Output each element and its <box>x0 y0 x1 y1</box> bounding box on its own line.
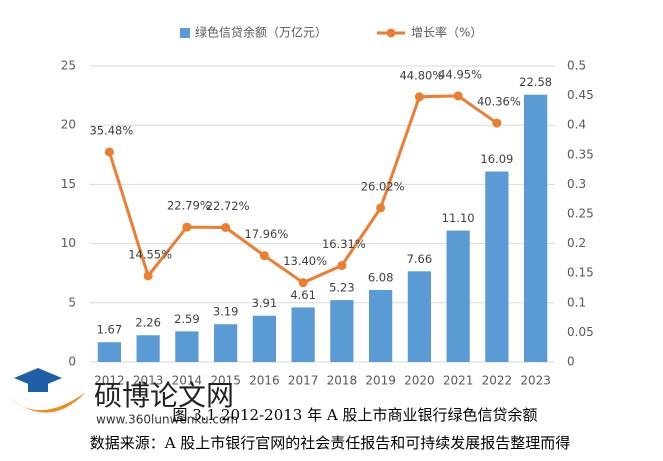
line-value-label: 13.40% <box>283 254 327 268</box>
y2-tick-label: 0 <box>567 355 575 369</box>
line-value-label: 22.72% <box>206 199 250 213</box>
line-value-label: 26.02% <box>361 179 405 193</box>
line-value-label: 22.79% <box>167 199 211 213</box>
line-marker <box>298 278 308 288</box>
bar-value-label: 11.10 <box>442 211 475 225</box>
y-tick-label: 20 <box>61 118 76 132</box>
bar-value-label: 2.26 <box>135 316 161 330</box>
x-tick-label: 2021 <box>443 374 474 388</box>
x-tick-label: 2014 <box>172 374 203 388</box>
line-marker <box>104 147 114 157</box>
bar <box>175 331 199 362</box>
y-tick-label: 10 <box>61 236 76 250</box>
x-tick-label: 2023 <box>520 374 551 388</box>
bar-value-label: 7.66 <box>407 252 433 266</box>
bar-value-label: 16.09 <box>480 152 513 166</box>
bar-value-label: 5.23 <box>329 281 355 295</box>
bar <box>252 315 276 362</box>
x-tick-label: 2017 <box>288 374 319 388</box>
line-value-label: 17.96% <box>244 227 288 241</box>
bar-value-label: 3.19 <box>213 305 239 319</box>
y-tick-label: 5 <box>68 295 76 309</box>
line-value-label: 16.31% <box>322 237 366 251</box>
y2-tick-label: 0.3 <box>567 177 586 191</box>
line-marker <box>259 251 269 261</box>
y-tick-label: 15 <box>61 177 76 191</box>
line-marker <box>143 271 153 281</box>
line-marker <box>337 260 347 270</box>
line-value-label: 44.95% <box>438 67 482 81</box>
y2-tick-label: 0.4 <box>567 118 586 132</box>
bar-value-label: 1.67 <box>97 323 123 337</box>
y2-tick-label: 0.5 <box>567 59 586 73</box>
x-tick-label: 2019 <box>365 374 396 388</box>
y2-tick-label: 0.05 <box>567 325 594 339</box>
x-tick-label: 2016 <box>249 374 280 388</box>
legend-swatch <box>180 28 190 38</box>
line-marker <box>376 203 386 213</box>
legend-swatch-marker <box>386 28 396 38</box>
watermark-name: 硕博论文网 <box>94 379 234 412</box>
line-marker <box>414 92 424 102</box>
line-marker <box>221 222 231 232</box>
line-value-label: 35.48% <box>89 123 133 137</box>
y2-tick-label: 0.35 <box>567 147 594 161</box>
bar-value-label: 6.08 <box>368 271 394 285</box>
y2-tick-label: 0.25 <box>567 207 594 221</box>
y2-tick-label: 0.15 <box>567 266 594 280</box>
line-marker <box>492 118 502 128</box>
x-tick-label: 2012 <box>94 374 125 388</box>
x-tick-label: 2022 <box>482 374 513 388</box>
bar <box>214 324 238 362</box>
legend-label: 绿色信贷余额（万亿元） <box>195 25 327 40</box>
bar-value-label: 22.58 <box>519 75 552 89</box>
line-marker <box>182 222 192 232</box>
line-value-label: 40.36% <box>477 95 521 109</box>
line-marker <box>453 91 463 101</box>
legend-label: 增长率（%） <box>411 25 482 40</box>
bar <box>330 300 354 362</box>
bar <box>524 94 548 362</box>
bar-value-label: 4.61 <box>290 288 316 302</box>
y2-tick-label: 0.2 <box>567 236 586 250</box>
y-tick-label: 25 <box>61 59 76 73</box>
watermark-icon <box>10 368 86 413</box>
y-tick-label: 0 <box>68 355 76 369</box>
x-tick-label: 2020 <box>404 374 435 388</box>
y2-tick-label: 0.45 <box>567 88 594 102</box>
x-tick-label: 2015 <box>210 374 241 388</box>
bar <box>485 171 509 362</box>
caption: 图 3.1 2012-2013 年 A 股上市商业银行绿色信贷余额 <box>173 406 538 424</box>
bar <box>136 335 160 362</box>
source: 数据来源：A 股上市银行官网的社会责任报告和可持续发展报告整理而得 <box>90 434 571 452</box>
x-tick-label: 2018 <box>327 374 358 388</box>
x-tick-label: 2013 <box>133 374 164 388</box>
bar <box>369 290 393 362</box>
plot: 0 5 10 15 20 25 0 0.05 0.1 0.15 0.2 0.25 0.3 0.35 0.4 0… <box>61 25 594 388</box>
bar-value-label: 3.91 <box>252 296 278 310</box>
bar <box>446 230 470 362</box>
y2-tick-label: 0.1 <box>567 295 586 309</box>
bar <box>97 342 121 362</box>
bar <box>407 271 431 362</box>
line-value-label: 44.80% <box>399 68 443 82</box>
bar <box>291 307 315 362</box>
line-value-label: 14.55% <box>128 247 172 261</box>
watermark-url: www.360lunwenku.com <box>96 413 238 427</box>
bar-value-label: 2.59 <box>174 312 200 326</box>
